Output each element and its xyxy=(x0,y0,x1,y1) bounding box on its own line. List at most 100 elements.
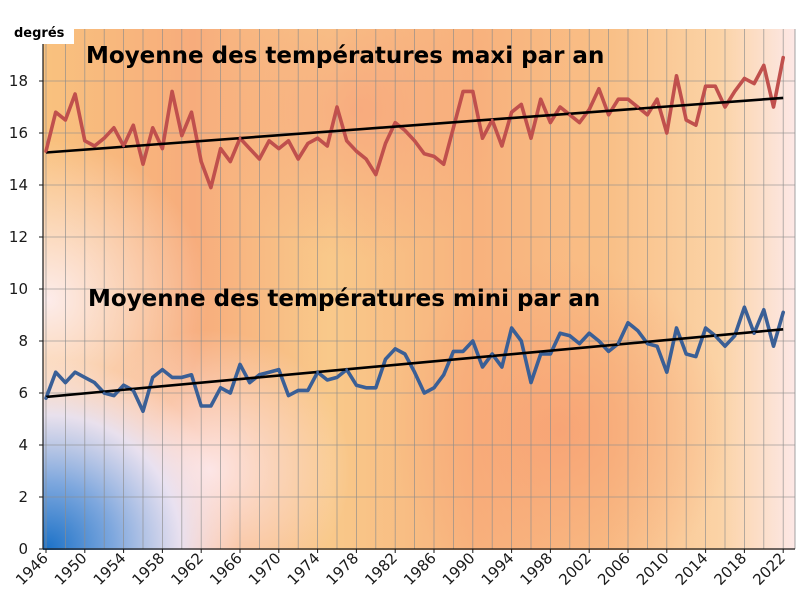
data-point xyxy=(267,139,271,143)
data-point xyxy=(743,77,746,80)
data-point xyxy=(345,139,349,143)
data-point xyxy=(772,105,775,109)
data-point xyxy=(73,370,77,374)
data-point xyxy=(54,110,58,114)
data-point xyxy=(432,155,436,158)
data-point xyxy=(384,357,387,361)
data-point xyxy=(772,344,775,348)
data-point xyxy=(422,152,426,156)
data-point xyxy=(403,352,407,356)
data-point xyxy=(199,160,203,164)
data-point xyxy=(616,97,620,101)
data-point xyxy=(93,144,96,148)
data-point xyxy=(277,147,281,151)
data-point xyxy=(781,56,785,59)
data-point xyxy=(355,149,358,153)
data-point xyxy=(384,142,387,145)
data-point xyxy=(83,139,87,143)
data-point xyxy=(607,350,610,353)
data-point xyxy=(170,376,174,379)
x-tick-label: 2022 xyxy=(749,549,789,589)
data-point xyxy=(452,126,455,130)
data-point xyxy=(151,376,155,379)
data-point xyxy=(102,136,106,140)
x-tick-label: 1986 xyxy=(400,549,440,589)
data-point xyxy=(636,329,640,332)
data-point xyxy=(190,373,193,377)
data-point xyxy=(345,368,349,371)
y-tick-label: 10 xyxy=(9,280,28,298)
data-point xyxy=(723,105,727,109)
data-point xyxy=(616,342,620,345)
data-point xyxy=(461,90,465,93)
data-point xyxy=(83,376,87,379)
data-point xyxy=(393,347,397,351)
data-point xyxy=(277,368,281,371)
data-point xyxy=(287,139,290,143)
data-point xyxy=(781,311,785,314)
data-point xyxy=(646,342,649,345)
data-point xyxy=(752,82,756,85)
data-point xyxy=(655,344,659,348)
data-point xyxy=(597,87,601,91)
data-point xyxy=(626,321,630,325)
data-point xyxy=(306,142,310,145)
y-unit-box xyxy=(4,20,74,44)
data-point xyxy=(413,370,416,374)
data-point xyxy=(228,391,232,395)
data-point xyxy=(64,381,67,384)
data-point xyxy=(694,355,698,358)
data-point xyxy=(316,136,319,140)
data-point xyxy=(54,370,58,374)
data-point xyxy=(481,136,484,140)
data-point xyxy=(219,147,223,151)
data-point xyxy=(238,363,242,366)
x-tick-label: 1958 xyxy=(128,549,168,589)
data-point xyxy=(325,378,329,382)
data-point xyxy=(539,352,543,356)
data-point xyxy=(675,74,678,78)
data-point xyxy=(539,97,543,101)
data-point xyxy=(296,389,300,392)
data-point xyxy=(558,105,562,109)
y-tick-label: 12 xyxy=(9,228,28,246)
data-point xyxy=(258,157,261,161)
data-point xyxy=(248,381,252,384)
data-point xyxy=(238,136,242,140)
data-point xyxy=(529,136,533,140)
y-tick-label: 0 xyxy=(18,540,28,558)
grid-lines xyxy=(43,29,796,550)
data-point xyxy=(141,409,145,413)
x-tick-label: 1974 xyxy=(284,549,324,589)
data-point xyxy=(219,386,223,390)
data-point xyxy=(568,113,572,117)
data-point xyxy=(170,90,174,93)
x-tick-label: 1978 xyxy=(322,549,362,589)
data-point xyxy=(481,365,484,369)
data-point xyxy=(131,389,135,392)
data-point xyxy=(199,404,203,408)
data-point xyxy=(752,331,756,335)
data-point xyxy=(655,97,659,101)
data-point xyxy=(335,105,339,109)
x-tick-label: 1950 xyxy=(51,549,91,589)
data-point xyxy=(355,383,358,387)
x-tick-label: 2002 xyxy=(555,549,595,589)
data-point xyxy=(587,331,591,335)
data-point xyxy=(694,123,698,127)
data-point xyxy=(403,129,407,132)
data-point xyxy=(180,134,184,138)
data-point xyxy=(248,147,252,151)
data-point xyxy=(519,339,523,343)
data-point xyxy=(209,404,213,408)
x-tick-label: 2014 xyxy=(672,549,712,589)
data-point xyxy=(713,334,717,338)
data-point xyxy=(558,331,562,335)
data-point xyxy=(335,376,339,379)
data-point xyxy=(122,144,125,148)
data-point xyxy=(733,90,737,93)
data-point xyxy=(228,160,232,164)
data-point xyxy=(413,139,416,143)
data-point xyxy=(364,157,368,161)
x-tick-label: 2006 xyxy=(594,549,634,589)
